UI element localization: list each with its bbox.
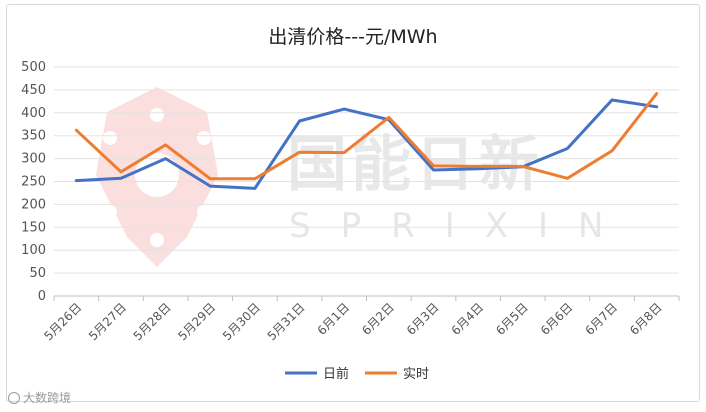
series-lines — [74, 92, 659, 190]
data-point — [656, 93, 658, 95]
y-tick-label: 350 — [21, 129, 46, 144]
x-tick-label: 5月29日 — [175, 300, 218, 343]
x-tick-label: 5月26日 — [41, 300, 84, 343]
data-point — [254, 178, 256, 180]
data-point — [566, 177, 568, 179]
x-tick-label: 5月30日 — [220, 300, 263, 343]
data-point — [165, 144, 167, 146]
legend-label-real-time: 实时 — [403, 367, 429, 382]
data-point — [477, 165, 479, 167]
series-line-real-time — [74, 92, 659, 181]
chart-frame: 国能日新 SPRIXIN 出清价格---元/MWh 0 50 100 150 200 25… — [6, 4, 700, 402]
data-point — [611, 99, 613, 101]
y-tick-label: 100 — [21, 243, 46, 258]
sprixin-logo — [96, 87, 218, 267]
data-point — [611, 150, 613, 152]
y-tick-label: 200 — [21, 197, 46, 212]
x-tick-label: 6月7日 — [582, 300, 620, 338]
x-tick-label: 6月5日 — [493, 300, 531, 338]
x-tick-label: 6月6日 — [538, 300, 576, 338]
price-line-chart: 国能日新 SPRIXIN 出清价格---元/MWh 05010015020025… — [21, 26, 680, 382]
brand-watermark: 大数跨境 — [8, 389, 71, 406]
x-tick-label: 5月28日 — [131, 300, 174, 343]
y-tick-label: 250 — [21, 175, 46, 190]
legend: 日前 实时 — [285, 366, 429, 382]
series-line-day-ahead — [74, 98, 659, 190]
brand-label: 大数跨境 — [23, 391, 72, 405]
y-tick-label: 150 — [21, 220, 46, 235]
x-tick-label: 6月3日 — [404, 300, 442, 338]
x-tick-label: 6月2日 — [359, 300, 397, 338]
data-point — [165, 158, 167, 160]
data-point — [209, 178, 211, 180]
data-point — [75, 180, 77, 182]
y-tick-label: 300 — [21, 152, 46, 167]
y-tick-label: 0 — [38, 289, 46, 304]
x-tick-label: 5月27日 — [86, 300, 129, 343]
x-tick-label: 6月8日 — [627, 300, 665, 338]
data-point — [299, 151, 301, 153]
data-point — [432, 165, 434, 167]
data-point — [566, 148, 568, 150]
data-point — [120, 171, 122, 173]
y-axis-ticks: 0 50 100 150 200 250 300 350 400 450 500 — [21, 60, 46, 304]
data-point — [432, 169, 434, 171]
data-point — [209, 185, 211, 187]
brand-icon — [8, 391, 20, 404]
x-tick-label: 6月1日 — [315, 300, 353, 338]
y-tick-label: 400 — [21, 106, 46, 121]
data-point — [343, 108, 345, 110]
data-point — [656, 106, 658, 108]
data-point — [388, 116, 390, 118]
x-tick-label: 6月4日 — [449, 300, 487, 338]
y-tick-label: 500 — [21, 60, 46, 75]
watermark-subtitle: SPRIXIN — [289, 206, 634, 246]
y-tick-label: 50 — [29, 266, 46, 281]
data-point — [120, 177, 122, 179]
y-tick-label: 450 — [21, 83, 46, 98]
data-point — [343, 152, 345, 154]
chart-title: 出清价格---元/MWh — [268, 26, 437, 48]
data-point — [522, 165, 524, 167]
data-point — [299, 120, 301, 122]
data-point — [477, 168, 479, 170]
data-point — [254, 187, 256, 189]
data-point — [75, 129, 77, 131]
x-axis-ticks: 5月26日 5月27日 5月28日 5月29日 5月30日 5月31日 6月1日 6月2日 6月… — [41, 296, 680, 343]
legend-label-day-ahead: 日前 — [323, 366, 349, 382]
x-tick-label: 5月31日 — [265, 300, 308, 343]
